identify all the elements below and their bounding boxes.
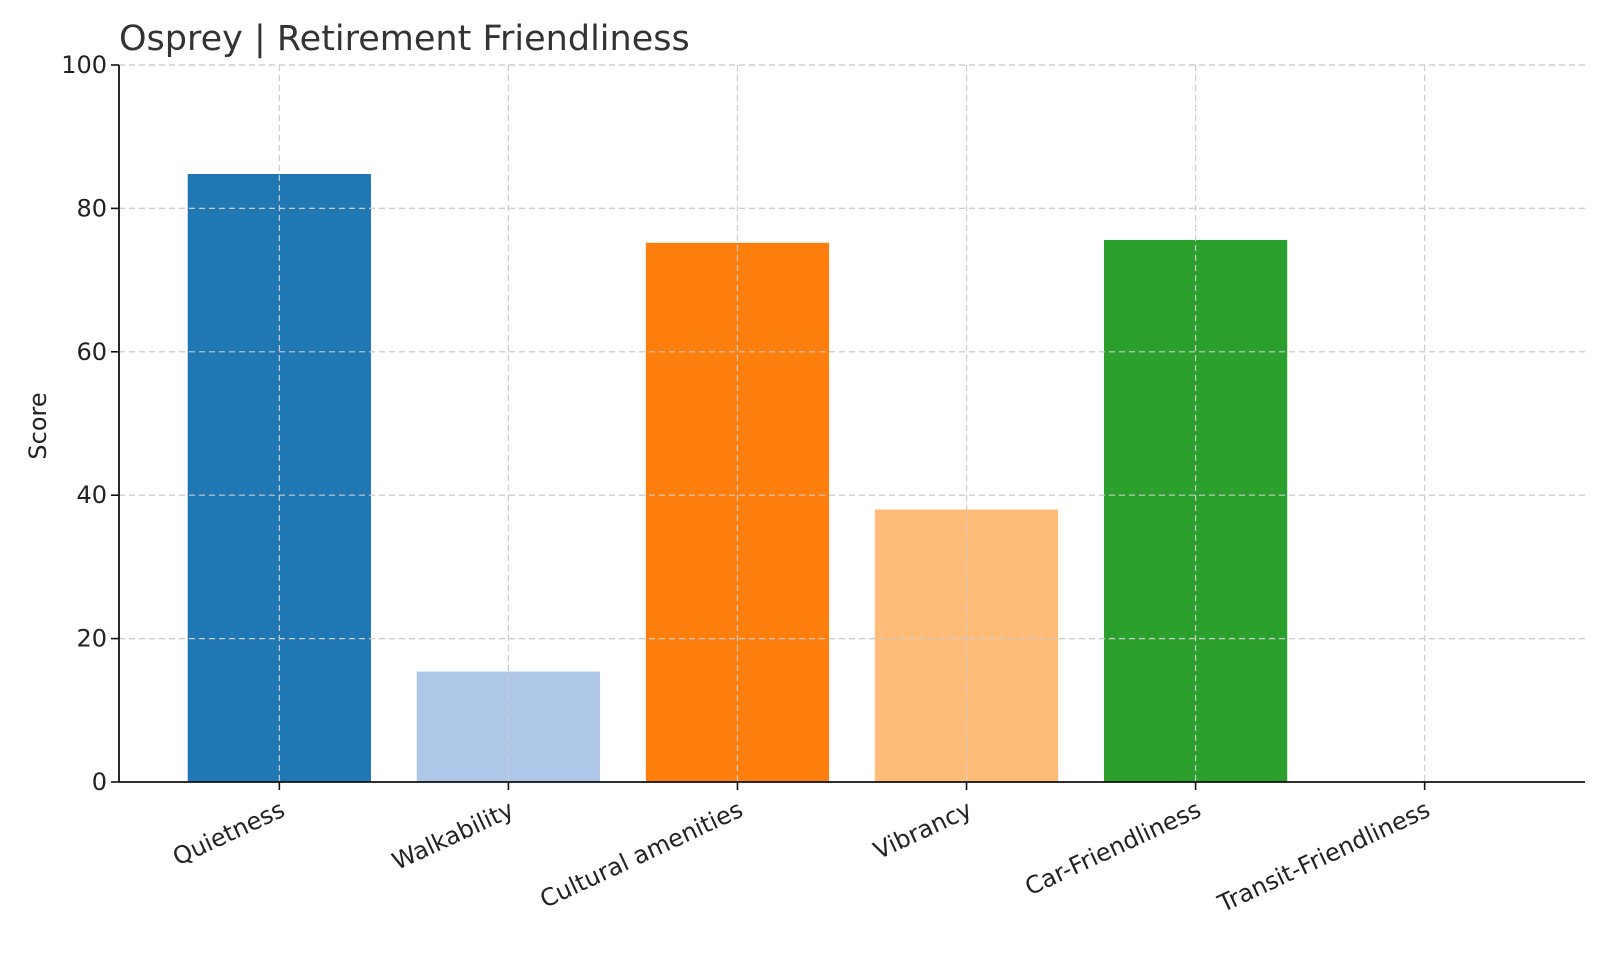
y-tick-label: 100 [61, 51, 107, 79]
x-tick-label: Walkability [388, 795, 518, 876]
x-tick-label: Transit-Friendliness [1213, 795, 1434, 918]
y-tick-label: 60 [76, 338, 107, 366]
y-ticks: 0 20 40 60 80 100 [61, 51, 119, 796]
chart-title: Osprey | Retirement Friendliness [119, 19, 690, 59]
y-tick-label: 20 [76, 625, 107, 653]
x-ticks: Quietness Walkability Cultural amenities Vi… [168, 782, 1434, 918]
y-axis-label: Score [24, 392, 52, 459]
y-tick-label: 80 [76, 194, 107, 222]
gridlines-overlay [119, 64, 1585, 782]
x-tick-label: Quietness [168, 795, 289, 871]
y-tick-label: 40 [76, 481, 107, 509]
x-tick-label: Cultural amenities [536, 795, 747, 913]
bar [645, 242, 830, 783]
axes [118, 65, 1585, 783]
x-tick-label: Car-Friendliness [1021, 795, 1206, 901]
y-tick-label: 0 [92, 768, 107, 796]
x-tick-label: Vibrancy [869, 795, 976, 865]
